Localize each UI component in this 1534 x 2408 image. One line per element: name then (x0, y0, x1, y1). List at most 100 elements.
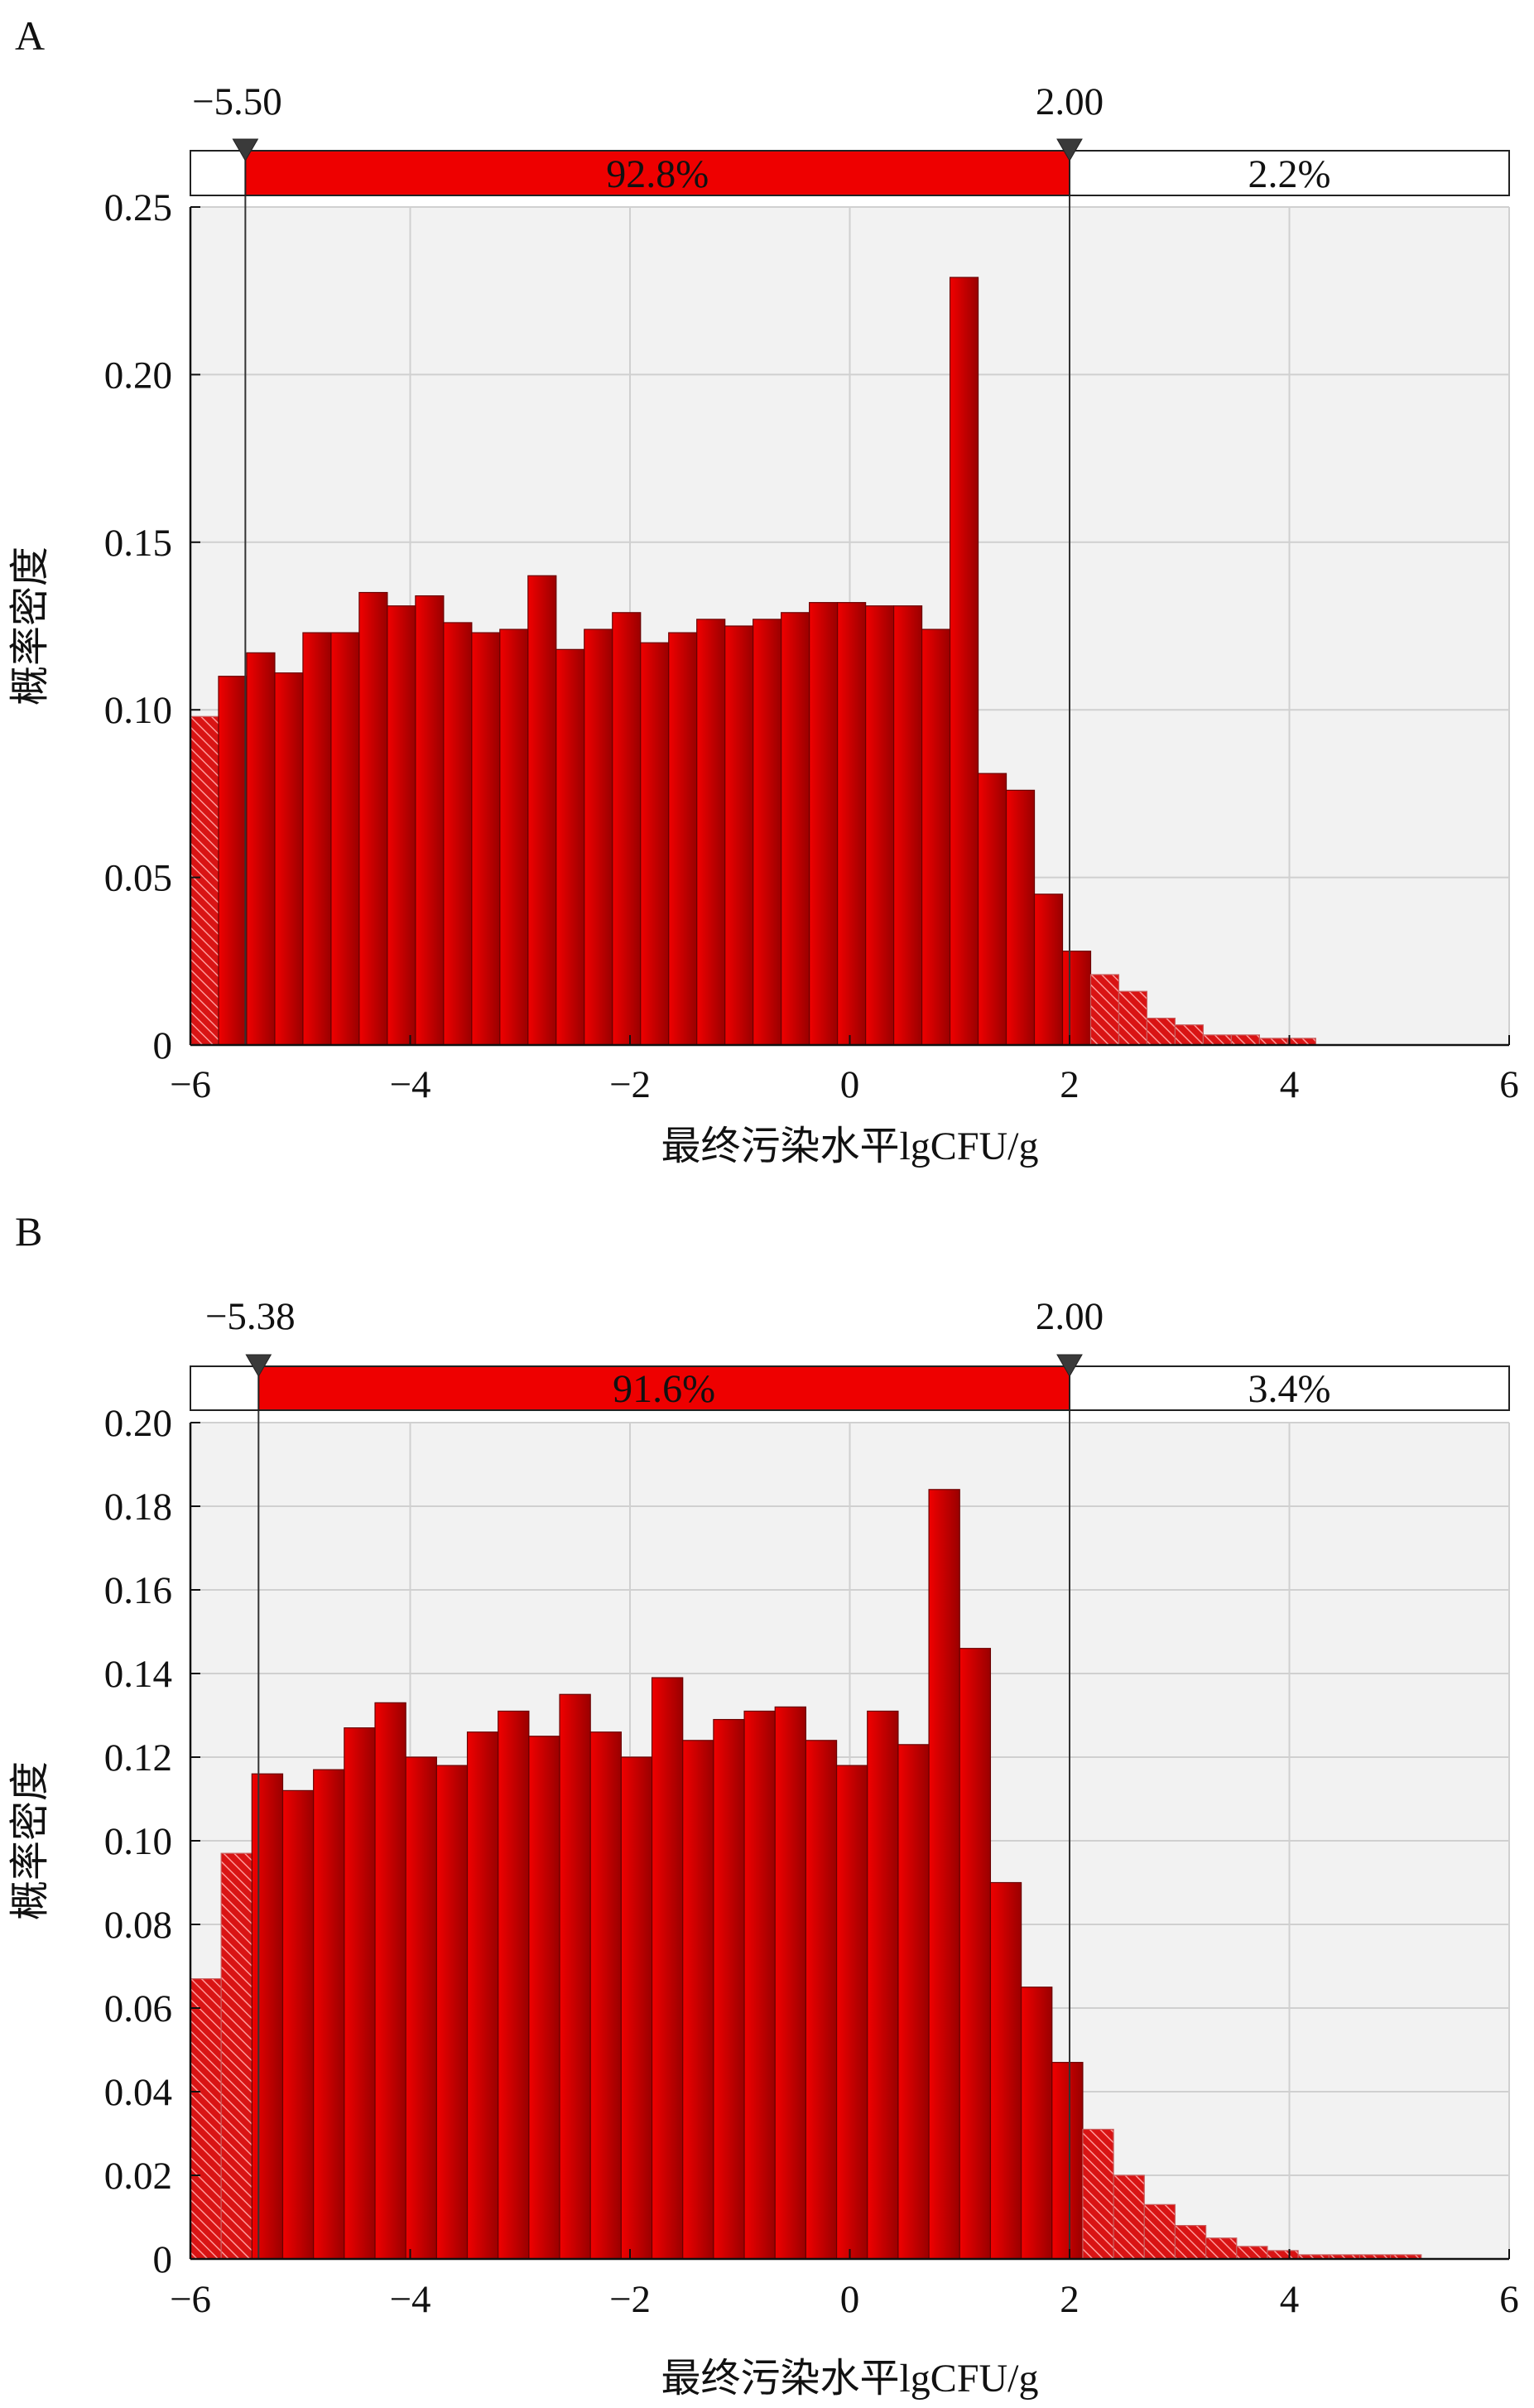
histogram-bar-tail (1174, 2224, 1207, 2260)
x-tick-label: 6 (1499, 1063, 1519, 1106)
histogram-bar (387, 605, 416, 1046)
histogram-bar (374, 1702, 406, 2260)
histogram-bar (584, 628, 613, 1046)
y-tick-label: 0 (153, 1024, 173, 1067)
x-tick-label: 0 (840, 1063, 860, 1106)
histogram-bar (1051, 2062, 1084, 2260)
histogram-bar (1005, 789, 1036, 1046)
x-axis-title: 最终污染水平lgCFU/g (661, 1125, 1038, 1168)
histogram-bar-tail (1236, 2246, 1268, 2260)
histogram-bar (977, 773, 1007, 1046)
histogram-bar (651, 1677, 684, 2260)
x-tick-label: 6 (1499, 2278, 1519, 2321)
histogram-bar (835, 1765, 868, 2260)
histogram-bar-tail (1174, 1024, 1205, 1046)
x-tick-label: 0 (840, 2278, 860, 2321)
y-tick-label: 0.25 (104, 186, 172, 229)
histogram-bar-tail (1113, 2174, 1145, 2260)
x-tick-label: −6 (170, 1063, 211, 1106)
histogram-bar-tail (1230, 1034, 1260, 1046)
histogram-bar (753, 619, 782, 1046)
histogram-bar (559, 1693, 591, 2260)
histogram-bar (1020, 1987, 1053, 2260)
histogram-chart-a: 92.8% 2.2% −5.50 2.00 −6 −4 −2 0 2 4 6 0 0.05 0.10 0.1… (8, 80, 1519, 1168)
y-axis-title: 概率密度 (8, 1761, 52, 1920)
x-tick-label: −4 (389, 1063, 430, 1106)
histogram-bar (435, 1765, 469, 2260)
histogram-bar (251, 1773, 284, 2260)
histogram-bar (696, 619, 726, 1046)
lower-cutoff-label: −5.38 (205, 1295, 296, 1338)
histogram-bar (358, 591, 388, 1046)
histogram-bar (892, 605, 923, 1046)
histogram-bar (499, 628, 529, 1046)
histogram-chart-b: 91.6% 3.4% −5.38 2.00 −6 −4 −2 0 2 4 6 0 0.02 0.04 0.0… (8, 1295, 1519, 2401)
histogram-bar (415, 595, 445, 1046)
y-tick-label: 0.14 (104, 1653, 172, 1696)
histogram-bar-tail (1089, 974, 1120, 1046)
histogram-bar-tail (1146, 1018, 1176, 1046)
histogram-bar (668, 632, 698, 1046)
histogram-bar (682, 1740, 714, 2260)
x-tick-label: 2 (1060, 2278, 1080, 2321)
histogram-bar (713, 1718, 745, 2260)
histogram-bar (774, 1706, 806, 2260)
histogram-bar (302, 632, 332, 1046)
histogram-bar-tail (1267, 2250, 1299, 2260)
cutoff-marker-icon (1056, 138, 1083, 162)
histogram-bar (527, 575, 557, 1046)
y-tick-label: 0 (153, 2238, 173, 2281)
upper-cutoff-label: 2.00 (1036, 80, 1104, 123)
right-percent-label: 3.4% (1248, 1367, 1331, 1411)
middle-percent-label: 92.8% (606, 152, 709, 196)
histogram-bar (921, 628, 951, 1046)
histogram-bar (330, 632, 360, 1046)
histogram-bar (865, 605, 895, 1046)
histogram-bar (246, 652, 276, 1046)
histogram-bar (274, 672, 304, 1046)
histogram-bar (443, 622, 473, 1046)
y-tick-label: 0.18 (104, 1486, 172, 1529)
y-tick-label: 0.02 (104, 2155, 172, 2198)
histogram-bar (640, 642, 670, 1046)
y-axis-title: 概率密度 (8, 547, 52, 706)
histogram-bar (528, 1736, 560, 2260)
histogram-bar (498, 1710, 530, 2260)
histogram-bar (781, 612, 810, 1046)
histogram-bar (1061, 951, 1092, 1046)
histogram-bar (218, 676, 248, 1046)
upper-cutoff-label: 2.00 (1036, 1295, 1104, 1338)
histogram-bar (928, 1489, 960, 2260)
histogram-bar-tail (220, 1852, 252, 2260)
histogram-bar (743, 1710, 776, 2260)
percentile-band-middle (244, 150, 1070, 196)
y-tick-label: 0.15 (104, 522, 172, 565)
histogram-bar (612, 612, 642, 1046)
y-tick-label: 0.20 (104, 1402, 172, 1445)
y-tick-label: 0.12 (104, 1736, 172, 1780)
right-percent-label: 2.2% (1248, 152, 1331, 196)
histogram-bar-tail (1143, 2203, 1176, 2260)
y-tick-label: 0.16 (104, 1569, 172, 1612)
histogram-bar-tail (190, 715, 219, 1046)
histogram-bar (724, 625, 754, 1046)
y-tick-label: 0.10 (104, 689, 172, 732)
histogram-bar (837, 602, 867, 1046)
histogram-bar (805, 1740, 838, 2260)
x-tick-label: −4 (389, 2278, 430, 2321)
panel-letter-b: B (15, 1208, 43, 1255)
y-tick-label: 0.20 (104, 354, 172, 397)
histogram-bar (949, 277, 979, 1046)
histogram-bar (405, 1756, 437, 2260)
cutoff-marker-icon (232, 138, 259, 162)
histogram-bar (471, 632, 501, 1046)
histogram-bar-tail (1118, 990, 1148, 1046)
x-tick-label: 2 (1060, 1063, 1080, 1106)
x-tick-label: 4 (1280, 2278, 1300, 2321)
x-tick-label: −2 (609, 2278, 651, 2321)
histogram-bar (555, 648, 585, 1046)
panel-letter-a: A (15, 12, 46, 59)
histogram-bar (281, 1789, 315, 2260)
histogram-bar (989, 1881, 1022, 2260)
middle-percent-label: 91.6% (613, 1367, 715, 1411)
